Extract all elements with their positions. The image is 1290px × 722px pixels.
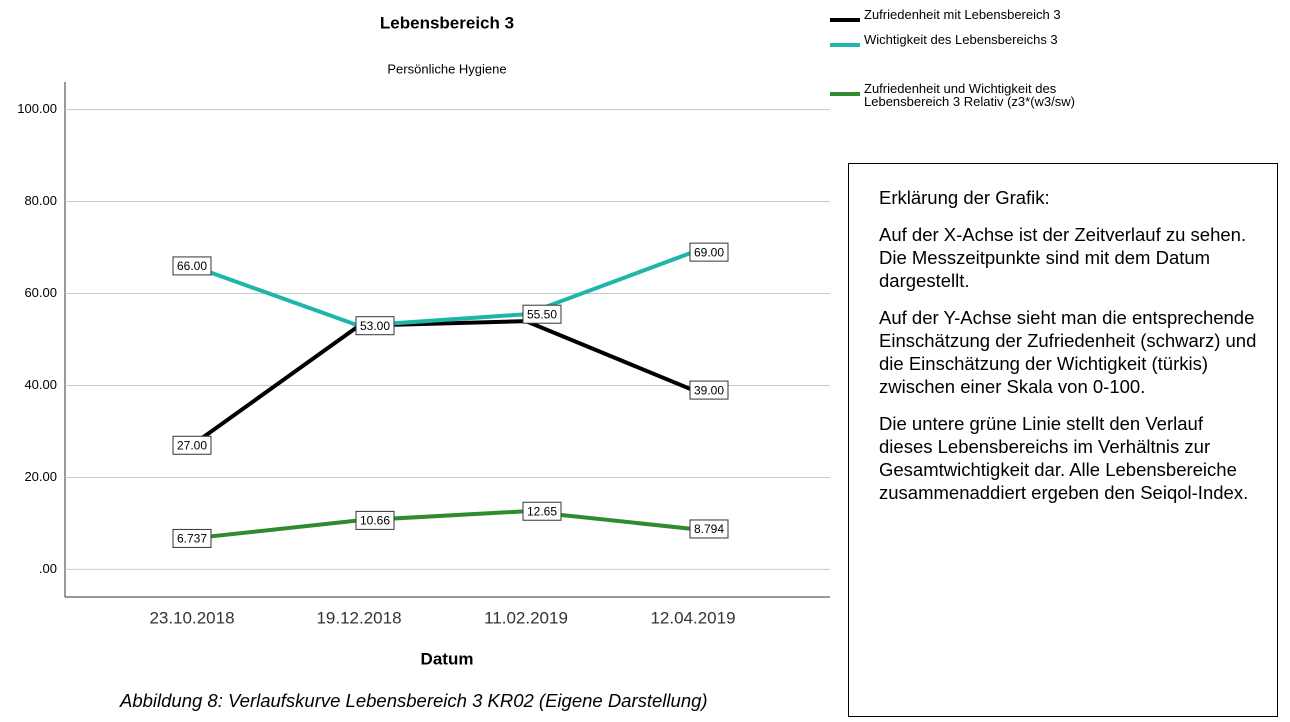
x-tick-label: 23.10.2018 (149, 608, 234, 627)
data-label: 8.794 (694, 522, 724, 536)
x-tick-label: 19.12.2018 (316, 608, 401, 627)
data-label: 53.00 (360, 319, 390, 333)
legend-label: Zufriedenheit mit Lebensbereich 3 (864, 7, 1061, 22)
explanation-box: Erklärung der Grafik: Auf der X-Achse ist… (848, 163, 1278, 717)
data-label-box (355, 510, 395, 530)
explanation-heading: Erklärung der Grafik: (879, 187, 1050, 208)
data-label: 27.00 (177, 438, 207, 452)
x-axis-title: Datum (421, 649, 474, 668)
data-label: 10.66 (360, 514, 390, 528)
data-label: 55.50 (527, 307, 557, 321)
data-label: 66.00 (177, 259, 207, 273)
y-tick-label: 40.00 (24, 377, 57, 392)
explanation-paragraph: Auf der Y-Achse sieht man die entspreche… (879, 307, 1257, 397)
explanation-paragraph: Auf der X-Achse ist der Zeitverlauf zu s… (879, 224, 1247, 291)
caption: Abbildung 8: Verlaufskurve Lebensbereich… (120, 690, 708, 711)
data-label-box (522, 501, 562, 521)
x-tick-label: 11.02.2019 (484, 608, 568, 627)
x-tick-label: 12.04.2019 (650, 608, 735, 627)
legend-swatch (830, 92, 860, 96)
y-tick-label: 100.00 (17, 101, 57, 116)
y-tick-label: 20.00 (24, 469, 57, 484)
legend-label: Wichtigkeit des Lebensbereichs 3 (864, 32, 1058, 47)
chart-subtitle: Persönliche Hygiene (387, 61, 506, 76)
legend-label: Zufriedenheit und Wichtigkeit des Lebens… (864, 81, 1075, 109)
legend-item: Zufriedenheit mit Lebensbereich 3 (830, 8, 1094, 22)
series-line (190, 319, 694, 447)
data-label-box (172, 528, 212, 548)
data-label: 69.00 (694, 245, 724, 259)
legend-item: Wichtigkeit des Lebensbereichs 3 (830, 33, 1094, 47)
data-label-box (689, 519, 729, 539)
data-label: 6.737 (177, 532, 207, 546)
data-label-box (172, 256, 212, 276)
legend-item: Zufriedenheit und Wichtigkeit des Lebens… (830, 82, 1094, 108)
legend-swatch (830, 43, 860, 47)
data-label: 12.65 (527, 504, 557, 518)
series-line (191, 509, 694, 541)
legend-swatch (830, 18, 860, 22)
data-label: 39.00 (694, 383, 724, 397)
y-tick-label: .00 (39, 561, 57, 576)
y-tick-label: 60.00 (24, 285, 57, 300)
chart-title: Lebensbereich 3 (380, 13, 514, 32)
data-label-box (689, 380, 729, 400)
data-label-box (689, 242, 729, 262)
data-label-box (172, 435, 212, 455)
series-line (191, 250, 694, 328)
data-label-box (522, 304, 562, 324)
data-label-box (355, 316, 395, 336)
y-tick-label: 80.00 (24, 193, 57, 208)
explanation-paragraph: Die untere grüne Linie stellt den Verlau… (879, 413, 1249, 503)
